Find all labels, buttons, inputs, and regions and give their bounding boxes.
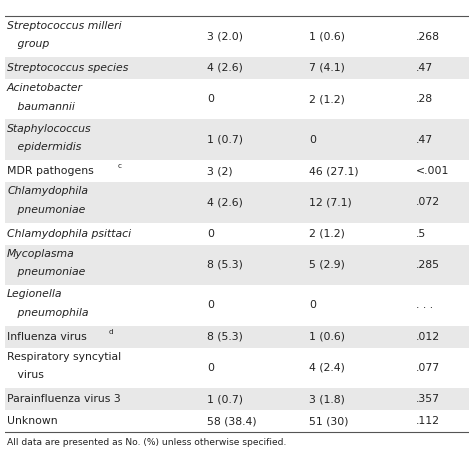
Text: .112: .112 bbox=[416, 416, 440, 426]
Text: epidermidis: epidermidis bbox=[7, 142, 82, 152]
Text: d: d bbox=[109, 329, 113, 335]
Text: .47: .47 bbox=[416, 135, 433, 145]
Text: 4 (2.6): 4 (2.6) bbox=[207, 197, 243, 207]
Bar bbox=[5, 326, 469, 347]
Text: .285: .285 bbox=[416, 260, 440, 270]
Text: 4 (2.6): 4 (2.6) bbox=[207, 63, 243, 73]
Text: All data are presented as No. (%) unless otherwise specified.: All data are presented as No. (%) unless… bbox=[7, 438, 286, 447]
Bar bbox=[5, 119, 469, 160]
Text: Mycoplasma: Mycoplasma bbox=[7, 249, 75, 259]
Text: 3 (2.0): 3 (2.0) bbox=[207, 32, 243, 42]
Text: 7 (4.1): 7 (4.1) bbox=[309, 63, 345, 73]
Text: baumannii: baumannii bbox=[7, 102, 75, 112]
Text: 2 (1.2): 2 (1.2) bbox=[309, 94, 345, 104]
Text: .077: .077 bbox=[416, 363, 440, 373]
Text: 0: 0 bbox=[309, 301, 316, 310]
Text: 0: 0 bbox=[207, 301, 214, 310]
Text: 12 (7.1): 12 (7.1) bbox=[309, 197, 352, 207]
Text: .012: .012 bbox=[416, 332, 440, 342]
Text: pneumoniae: pneumoniae bbox=[7, 205, 85, 215]
Text: Legionella: Legionella bbox=[7, 289, 63, 299]
Text: 46 (27.1): 46 (27.1) bbox=[309, 166, 359, 176]
Bar bbox=[5, 182, 469, 223]
Text: 51 (30): 51 (30) bbox=[309, 416, 348, 426]
Text: 2 (1.2): 2 (1.2) bbox=[309, 228, 345, 238]
Text: 5 (2.9): 5 (2.9) bbox=[309, 260, 345, 270]
Text: 1 (0.7): 1 (0.7) bbox=[207, 394, 243, 404]
Text: .357: .357 bbox=[416, 394, 440, 404]
Text: 4 (2.4): 4 (2.4) bbox=[309, 363, 345, 373]
Text: .5: .5 bbox=[416, 228, 426, 238]
Bar bbox=[5, 245, 469, 285]
Text: <.001: <.001 bbox=[416, 166, 449, 176]
Text: 0: 0 bbox=[207, 94, 214, 104]
Text: Chlamydophila psittaci: Chlamydophila psittaci bbox=[7, 228, 131, 238]
Text: pneumoniae: pneumoniae bbox=[7, 267, 85, 277]
Text: Influenza virus: Influenza virus bbox=[7, 332, 87, 342]
Text: 0: 0 bbox=[309, 135, 316, 145]
Text: Parainfluenza virus 3: Parainfluenza virus 3 bbox=[7, 394, 121, 404]
Text: .28: .28 bbox=[416, 94, 433, 104]
Text: Chlamydophila: Chlamydophila bbox=[7, 186, 88, 196]
Text: .47: .47 bbox=[416, 63, 433, 73]
Text: 3 (1.8): 3 (1.8) bbox=[309, 394, 345, 404]
Text: virus: virus bbox=[7, 371, 44, 381]
Text: Respiratory syncytial: Respiratory syncytial bbox=[7, 352, 121, 362]
Text: .072: .072 bbox=[416, 197, 440, 207]
Text: .268: .268 bbox=[416, 32, 440, 42]
Text: group: group bbox=[7, 39, 49, 49]
Text: 1 (0.6): 1 (0.6) bbox=[309, 32, 345, 42]
Text: 8 (5.3): 8 (5.3) bbox=[207, 260, 243, 270]
Text: Unknown: Unknown bbox=[7, 416, 58, 426]
Text: . . .: . . . bbox=[416, 301, 433, 310]
Text: 58 (38.4): 58 (38.4) bbox=[207, 416, 256, 426]
Text: MDR pathogens: MDR pathogens bbox=[7, 166, 94, 176]
Bar bbox=[5, 57, 469, 79]
Text: pneumophila: pneumophila bbox=[7, 308, 89, 318]
Text: 3 (2): 3 (2) bbox=[207, 166, 232, 176]
Text: 8 (5.3): 8 (5.3) bbox=[207, 332, 243, 342]
Text: 0: 0 bbox=[207, 363, 214, 373]
Text: 1 (0.7): 1 (0.7) bbox=[207, 135, 243, 145]
Bar bbox=[5, 388, 469, 410]
Text: Streptococcus species: Streptococcus species bbox=[7, 63, 128, 73]
Text: 0: 0 bbox=[207, 228, 214, 238]
Text: Streptococcus milleri: Streptococcus milleri bbox=[7, 20, 122, 30]
Text: c: c bbox=[118, 163, 122, 169]
Text: Acinetobacter: Acinetobacter bbox=[7, 83, 83, 93]
Text: Staphylococcus: Staphylococcus bbox=[7, 124, 91, 134]
Text: 1 (0.6): 1 (0.6) bbox=[309, 332, 345, 342]
